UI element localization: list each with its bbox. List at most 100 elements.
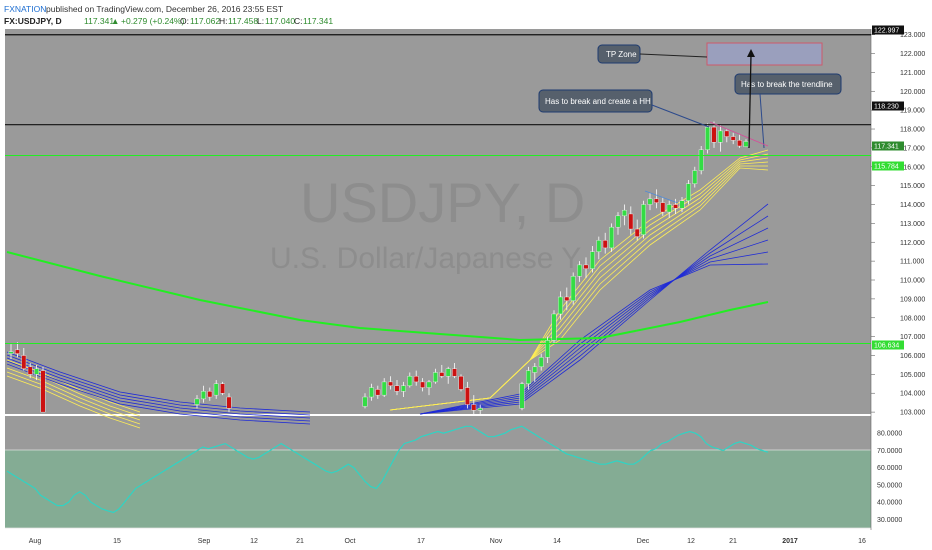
ema-slow-left-2 [6,357,311,419]
time-tick-label: 12 [250,538,258,545]
candle-body [519,383,525,409]
candle-body [698,149,704,171]
ema-slow-right-0 [419,203,769,415]
horizontal-lines [5,34,871,345]
series-layer [6,149,769,429]
time-tick-label: Nov [490,538,503,545]
candle-body [730,136,736,141]
candle-body [433,372,438,383]
price-tick-label: 108.000 [900,315,925,322]
candle-body [673,204,679,209]
price-tick-label: 113.000 [900,221,925,228]
osc-tick-label: 70.0000 [877,448,902,455]
ema-fast-right-5 [389,167,769,411]
minor-trendline[interactable] [644,190,679,204]
trendline-label: Has to break the trendline [741,80,833,89]
price-tag: 115.784 [874,164,899,171]
osc-tick-label: 50.0000 [877,482,902,489]
hh-pointer [651,104,710,128]
candle-body [381,381,387,396]
candle-body [532,366,538,373]
candle-body [369,387,374,398]
price-tag: 118.230 [874,104,899,111]
candle-body [194,398,200,405]
candle-body [21,355,27,369]
candle-body [679,200,685,209]
time-tick-label: 21 [729,538,737,545]
candle-body [362,396,368,407]
ema-slow-left-0 [6,351,311,413]
candle-body [471,404,477,411]
ema-slow-right-2 [419,227,769,415]
ema-fast-left-2 [6,367,141,421]
watermark-symbol: USDJPY, D [300,171,585,234]
ema-slow-right-1 [419,215,769,415]
low-label: L: [257,16,264,26]
price-pane[interactable] [5,29,871,414]
time-tick-label: 15 [113,538,121,545]
open-label: O: [180,16,189,26]
trendline-callout[interactable] [734,73,842,95]
time-tick-label: Sep [198,538,211,545]
price-tick-label: 119.000 [900,108,925,115]
candle-body [686,183,691,201]
candle-body [458,376,464,390]
candle-body [526,370,531,385]
price-tick-label: 114.000 [900,202,925,209]
candle-body [615,215,621,228]
rsi-line [6,425,769,514]
candle-body [226,396,232,409]
candle-body [413,376,419,383]
candle-body [452,368,457,377]
tp-zone-pointer [639,53,708,58]
trendline-pointer [759,93,765,149]
osc-tick-label: 30.0000 [877,517,902,524]
candle-body [724,130,730,137]
watermark-name: U.S. Dollar/Japanese Y [270,242,581,275]
candle-body [551,313,557,341]
hh-callout[interactable] [538,89,653,113]
osc-tick-label: 40.0000 [877,500,902,507]
price-tick-label: 121.000 [900,70,925,77]
price-tick-label: 118.000 [900,127,925,134]
high-value: 117.458 [228,16,258,26]
time-tick-label: 2017 [782,538,798,545]
price-tick-label: 112.000 [900,240,925,247]
price-tag: 117.341 [874,144,899,151]
candle-body [477,408,483,411]
candle-body [445,368,451,377]
candle-body [660,202,666,213]
candle-body [27,366,33,375]
ema-fast-left-3 [6,371,141,425]
candle-body [634,228,640,237]
last-price: 117.341 [84,16,114,26]
candle-body [737,140,743,147]
price-tick-label: 104.000 [900,391,925,398]
price-tick-label: 110.000 [900,278,925,285]
candle-body [718,130,723,143]
time-tick-label: 21 [296,538,304,545]
high-label: H: [219,16,228,26]
candle-body [388,381,393,386]
price-tick-label: 122.000 [900,51,925,58]
candle-body [8,351,14,354]
price-tick-label: 123.000 [900,32,925,39]
close-label: C: [294,16,303,26]
candle-body [401,385,406,392]
candle-body [426,381,432,388]
time-tick-label: 16 [858,538,866,545]
candle-body [465,387,470,405]
up-triangle-icon: ▲ [111,16,119,26]
long-moving-average [6,251,769,342]
candle-body [213,383,219,396]
tp-zone[interactable] [706,42,823,66]
candle-body [647,198,653,205]
candle-body [220,383,225,394]
candle-body [570,276,576,301]
price-tag-bg [872,161,904,171]
price-tick-label: 111.000 [900,259,924,266]
downtrend-line[interactable] [709,121,769,147]
candle-body [602,240,608,249]
publisher-name[interactable]: FXNATION [4,4,46,14]
